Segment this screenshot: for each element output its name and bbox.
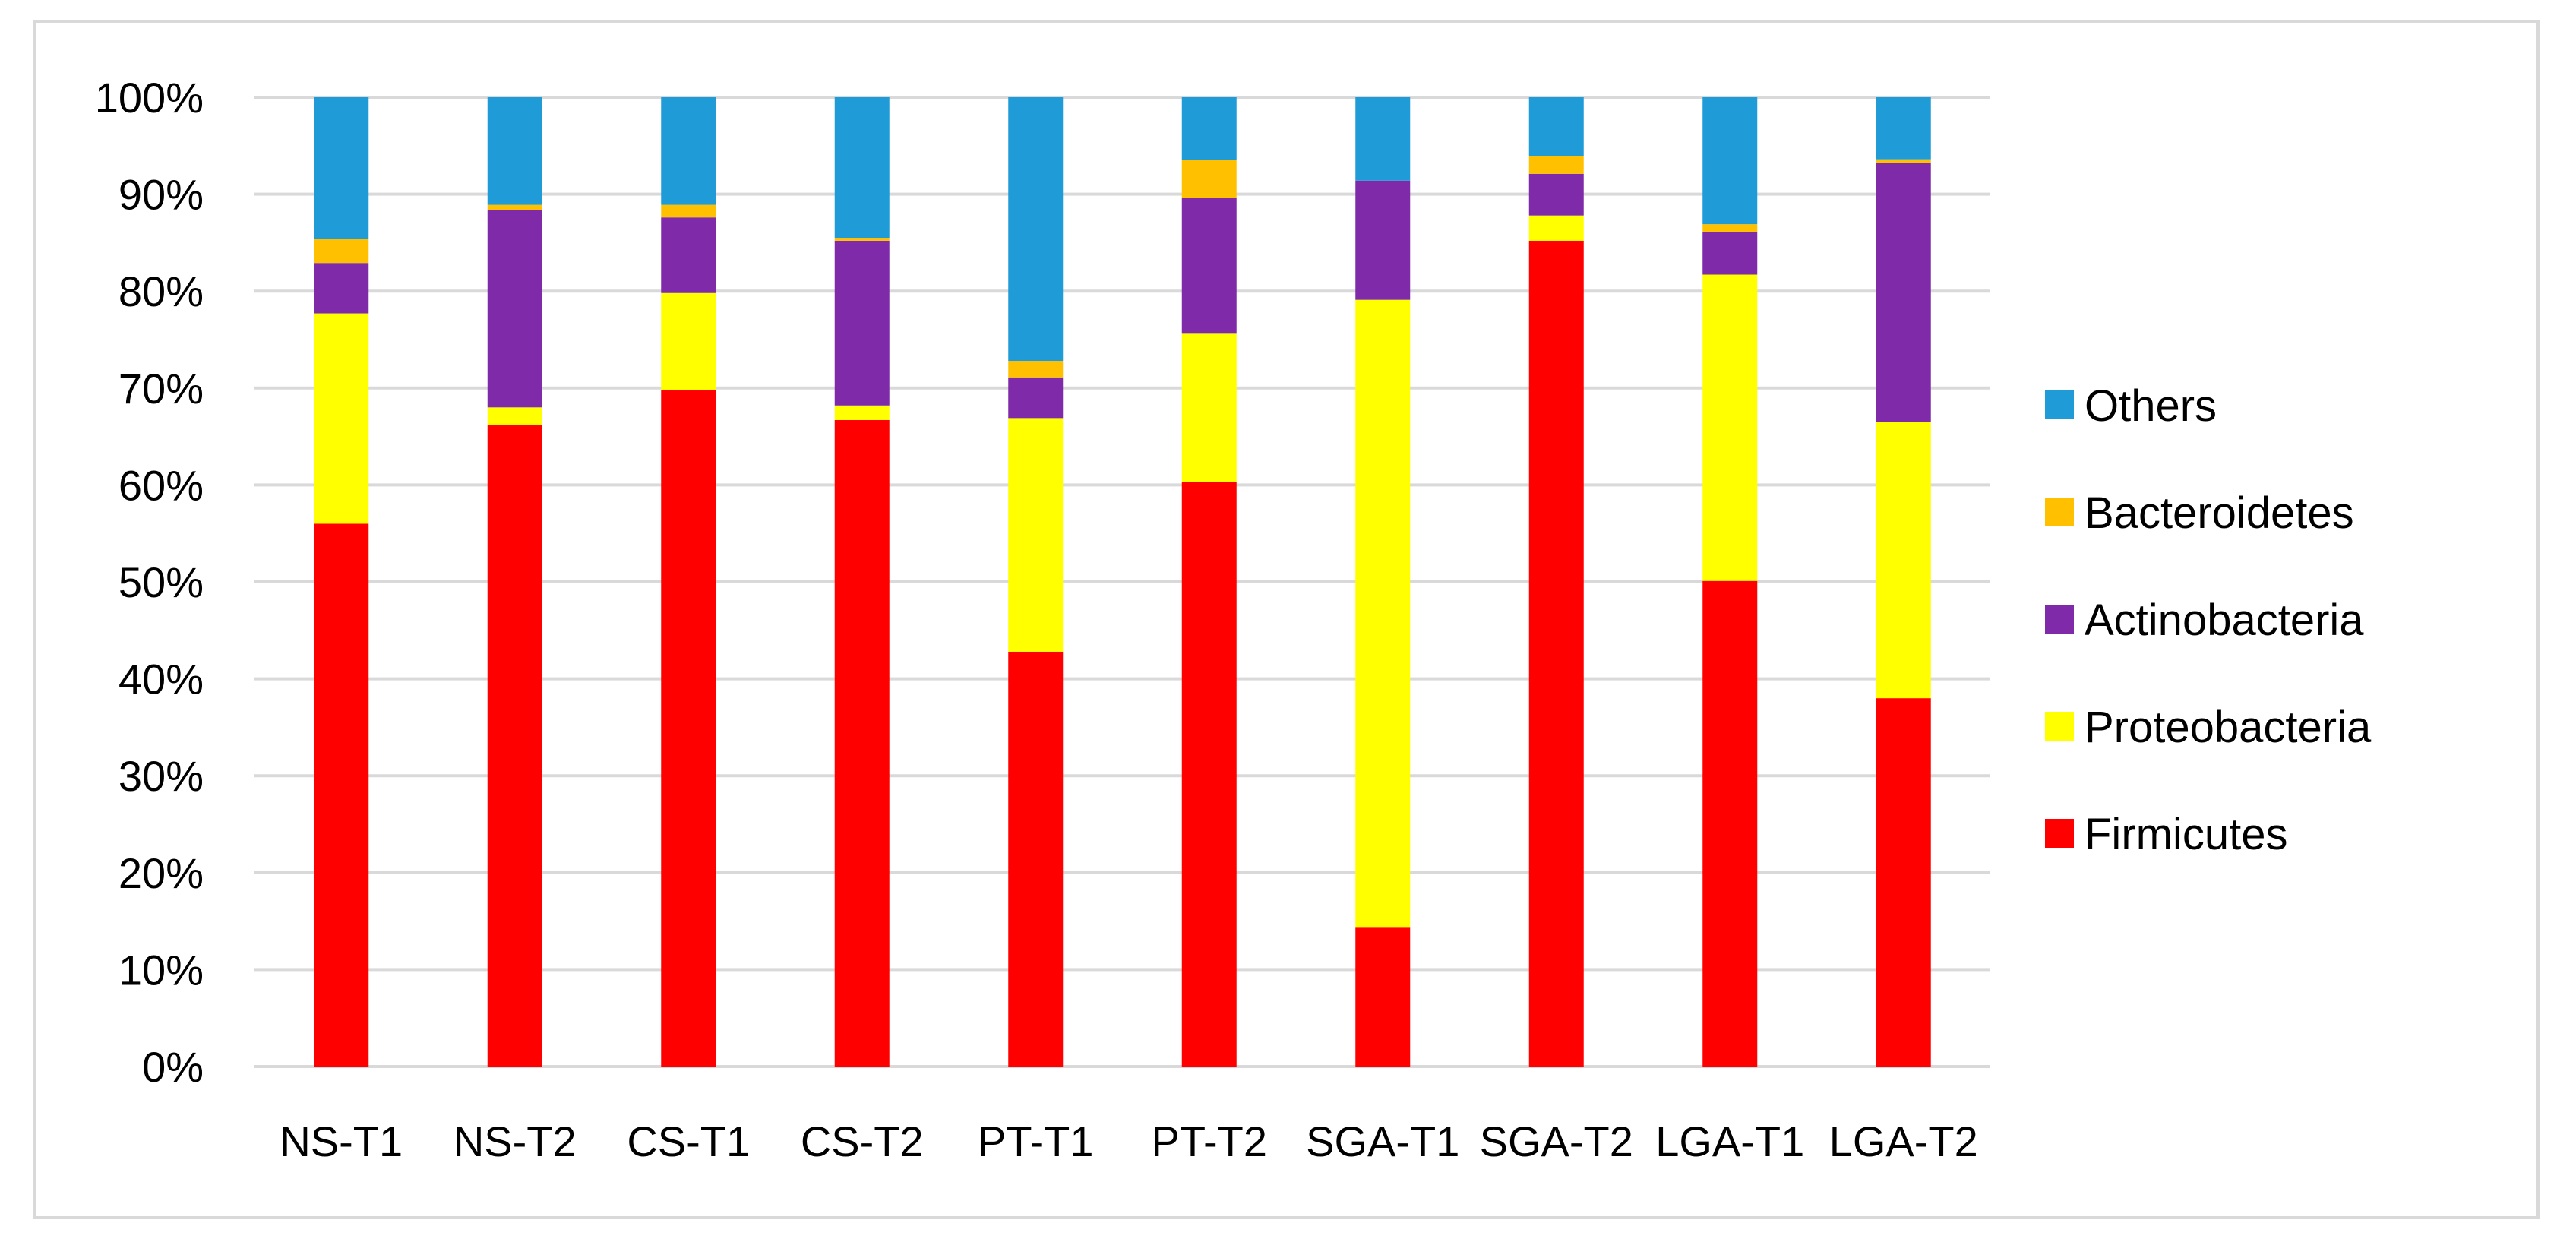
bar-segment-others-cs-t2: [834, 97, 890, 239]
bar-segment-proteobacteria-lga-t1: [1702, 274, 1758, 581]
bar-segment-firmicutes-cs-t2: [834, 419, 890, 1067]
bar-segment-firmicutes-pt-t2: [1181, 482, 1237, 1067]
bar-segment-bacteroidetes-cs-t2: [834, 238, 890, 241]
bar-segment-actinobacteria-pt-t1: [1008, 377, 1064, 419]
legend-swatch-actinobacteria: [2045, 605, 2074, 634]
bar-segment-actinobacteria-lga-t2: [1876, 163, 1931, 422]
bar-segment-proteobacteria-pt-t2: [1181, 333, 1237, 482]
chart-frame: [33, 20, 2540, 1219]
y-tick-label: 60%: [119, 461, 204, 509]
bar-segment-bacteroidetes-lga-t1: [1702, 224, 1758, 232]
bar-segment-bacteroidetes-ns-t1: [314, 239, 369, 264]
x-tick-label: CS-T1: [627, 1117, 750, 1165]
bar-segment-others-lga-t1: [1702, 97, 1758, 225]
x-tick-label: PT-T2: [1152, 1117, 1267, 1165]
legend-label-bacteroidetes: Bacteroidetes: [2085, 488, 2354, 538]
bar-segment-firmicutes-lga-t1: [1702, 580, 1758, 1067]
legend-label-others: Others: [2085, 381, 2217, 431]
y-axis-tick-labels: 0% 10% 20% 30% 40% 50% 60% 70% 80% 90% 100%: [95, 74, 204, 1091]
bar-segment-bacteroidetes-pt-t2: [1181, 160, 1237, 198]
legend-swatch-proteobacteria: [2045, 712, 2074, 741]
y-tick-label: 10%: [119, 946, 204, 994]
bar-segment-actinobacteria-ns-t1: [314, 263, 369, 314]
x-tick-label: NS-T2: [454, 1117, 577, 1165]
bar-segment-actinobacteria-sga-t1: [1355, 180, 1411, 300]
bar-segment-firmicutes-cs-t1: [661, 390, 716, 1067]
bar-segment-actinobacteria-pt-t2: [1181, 198, 1237, 334]
x-tick-label: LGA-T1: [1655, 1117, 1804, 1165]
bar-segment-others-lga-t2: [1876, 97, 1931, 160]
x-tick-label: SGA-T2: [1480, 1117, 1633, 1165]
bar-segment-others-sga-t2: [1528, 97, 1584, 156]
bar-segment-actinobacteria-lga-t1: [1702, 232, 1758, 275]
bar-segment-proteobacteria-ns-t1: [314, 313, 369, 524]
gridlines: [254, 96, 1990, 1068]
bars: [314, 97, 1931, 1067]
bar-segment-actinobacteria-cs-t2: [834, 240, 890, 406]
legend-label-firmicutes: Firmicutes: [2085, 810, 2287, 859]
y-tick-label: 0%: [142, 1043, 204, 1091]
bar-segment-firmicutes-sga-t1: [1355, 927, 1411, 1067]
bar-segment-proteobacteria-lga-t2: [1876, 422, 1931, 699]
y-tick-label: 90%: [119, 171, 204, 219]
bar-segment-proteobacteria-ns-t2: [487, 407, 542, 425]
x-tick-label: LGA-T2: [1829, 1117, 1978, 1165]
bar-segment-others-sga-t1: [1355, 97, 1411, 181]
bar-segment-firmicutes-lga-t2: [1876, 698, 1931, 1067]
bar-segment-bacteroidetes-pt-t1: [1008, 361, 1064, 378]
y-tick-label: 100%: [95, 74, 204, 122]
legend: Others Bacteroidetes Actinobacteria Proteob…: [2045, 381, 2372, 859]
bar-segment-proteobacteria-cs-t2: [834, 405, 890, 420]
x-axis-tick-labels: NS-T1 NS-T2 CS-T1 CS-T2 PT-T1 PT-T2 SGA-T1 SGA-…: [280, 1117, 1977, 1165]
legend-label-proteobacteria: Proteobacteria: [2085, 703, 2372, 752]
x-tick-label: SGA-T1: [1306, 1117, 1459, 1165]
bar-segment-others-pt-t2: [1181, 97, 1237, 160]
bar-segment-firmicutes-pt-t1: [1008, 651, 1064, 1067]
x-tick-label: NS-T1: [280, 1117, 403, 1165]
bar-segment-firmicutes-ns-t2: [487, 425, 542, 1067]
y-tick-label: 20%: [119, 849, 204, 897]
legend-swatch-firmicutes: [2045, 819, 2074, 848]
bar-segment-others-pt-t1: [1008, 97, 1064, 362]
bar-segment-actinobacteria-cs-t1: [661, 217, 716, 293]
legend-swatch-bacteroidetes: [2045, 498, 2074, 526]
bar-segment-proteobacteria-sga-t2: [1528, 215, 1584, 241]
bar-segment-proteobacteria-cs-t1: [661, 292, 716, 390]
bar-segment-others-ns-t1: [314, 97, 369, 239]
y-tick-label: 40%: [119, 656, 204, 703]
bar-segment-actinobacteria-sga-t2: [1528, 173, 1584, 216]
bar-segment-actinobacteria-ns-t2: [487, 210, 542, 408]
y-tick-label: 50%: [119, 558, 204, 606]
bar-segment-bacteroidetes-ns-t2: [487, 204, 542, 210]
y-tick-label: 80%: [119, 267, 204, 315]
bar-segment-bacteroidetes-lga-t2: [1876, 159, 1931, 163]
bar-segment-others-ns-t2: [487, 97, 542, 205]
bar-segment-bacteroidetes-cs-t1: [661, 204, 716, 218]
bar-segment-firmicutes-sga-t2: [1528, 240, 1584, 1067]
bar-segment-firmicutes-ns-t1: [314, 523, 369, 1067]
x-tick-label: CS-T2: [801, 1117, 924, 1165]
bar-segment-bacteroidetes-sga-t2: [1528, 156, 1584, 174]
bar-segment-proteobacteria-sga-t1: [1355, 299, 1411, 928]
legend-label-actinobacteria: Actinobacteria: [2085, 596, 2364, 645]
bar-segment-others-cs-t1: [661, 97, 716, 205]
y-tick-label: 30%: [119, 752, 204, 800]
bar-segment-proteobacteria-pt-t1: [1008, 418, 1064, 652]
legend-swatch-others: [2045, 390, 2074, 419]
y-tick-label: 70%: [119, 365, 204, 412]
x-tick-label: PT-T1: [978, 1117, 1093, 1165]
